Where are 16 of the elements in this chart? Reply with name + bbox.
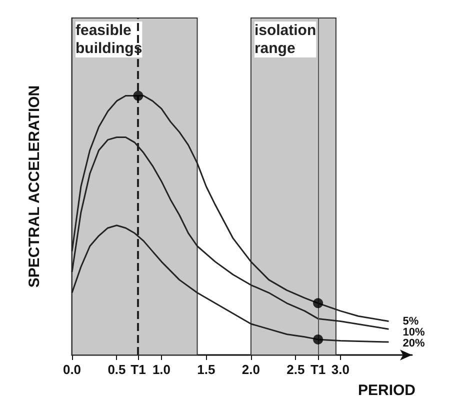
x-tick-label: 2.0: [242, 362, 260, 377]
x-tick-label: 2.5: [286, 362, 305, 377]
x-tick-label: 0.5: [108, 362, 126, 377]
x-tick-label: 3.0: [331, 362, 350, 377]
x-tick-label: 1.5: [197, 362, 216, 377]
band-label: feasible buildings: [76, 22, 142, 57]
x-tick-label: 0.0: [62, 362, 82, 377]
y-axis-title: SPECTRAL ACCELERATION: [26, 85, 43, 288]
x-tick-label: T1: [130, 362, 146, 377]
x-tick-label: T1: [310, 362, 326, 377]
series-label: 5%: [402, 315, 419, 328]
series-label: 20%: [402, 337, 425, 350]
band-label: isolation range: [254, 22, 316, 57]
series-label: 10%: [402, 326, 425, 338]
x-axis-title: PERIOD: [358, 382, 416, 399]
x-tick-label: 1.0: [152, 362, 171, 377]
